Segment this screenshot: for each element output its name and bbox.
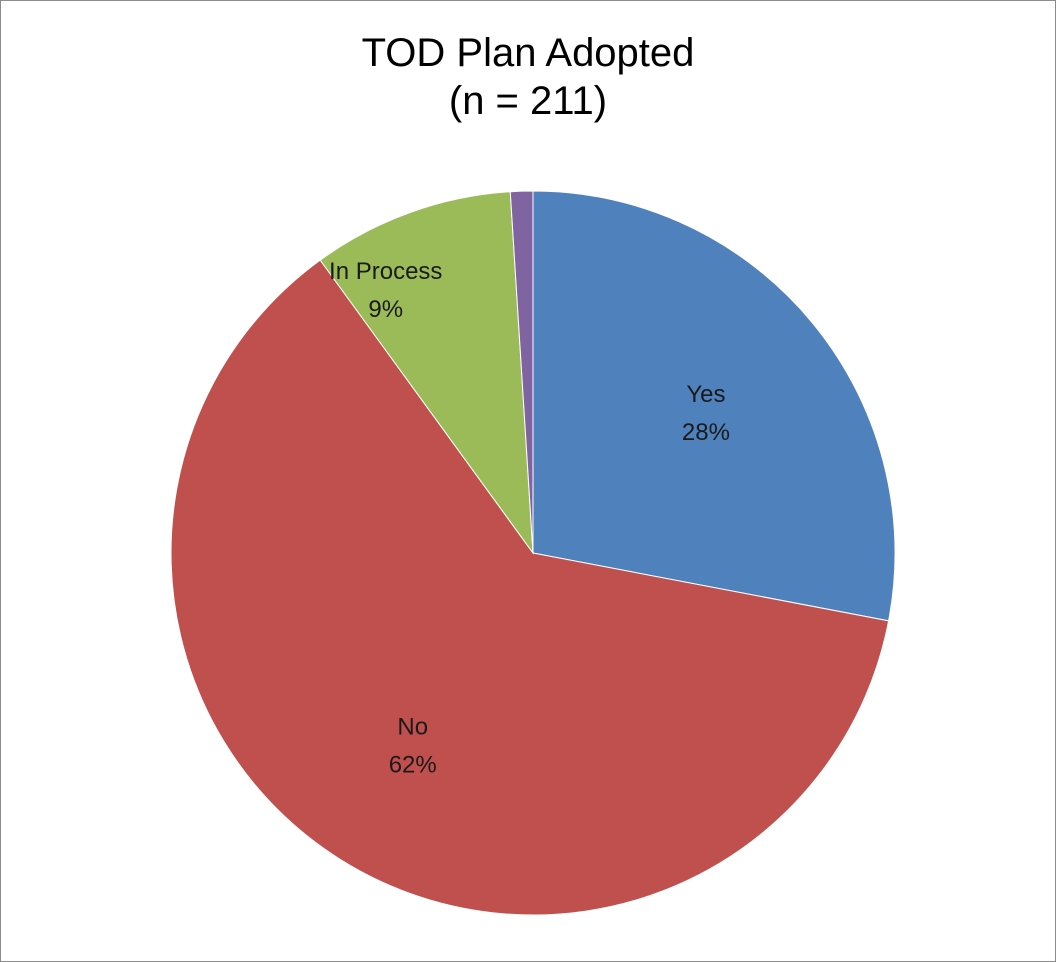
pie-slices <box>170 190 896 916</box>
pie-labels: Yes 28% No 62% In Process 9% <box>329 258 730 779</box>
pie-slice-in-process <box>319 191 534 555</box>
chart-subtitle: (n = 211) <box>448 79 608 123</box>
chart-title-main: TOD Plan Adopted <box>361 31 695 75</box>
pie-label-yes: Yes 28% <box>682 381 730 446</box>
chart-title: TOD Plan Adopted (n = 211) <box>1 29 1055 125</box>
pie-label-in-process: In Process 9% <box>329 258 442 323</box>
pie-slice-yes <box>532 190 896 622</box>
pie-label-no: No 62% <box>389 714 437 779</box>
pie-slice-no <box>170 259 890 916</box>
pie-slice-other <box>509 190 534 554</box>
